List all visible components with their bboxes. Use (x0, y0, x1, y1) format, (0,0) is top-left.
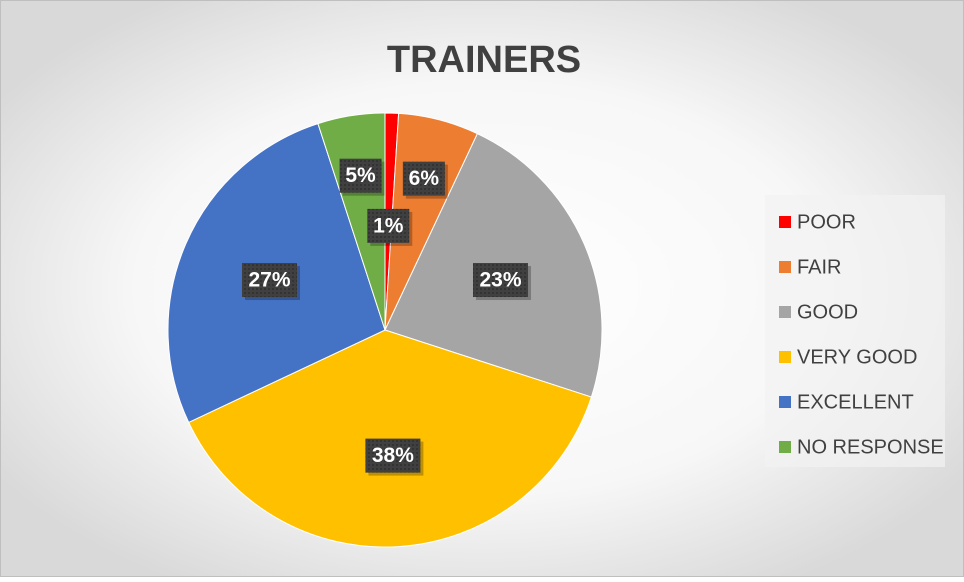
legend: POOR FAIR GOOD VERY GOOD EXCELLENT NO RESPONS… (779, 211, 944, 458)
legend-swatch (779, 216, 791, 228)
legend-label: FAIR (797, 256, 841, 278)
legend-label: POOR (797, 211, 856, 233)
data-label-box (473, 263, 529, 298)
data-label: 38% (372, 444, 414, 467)
legend-swatch (779, 261, 791, 273)
data-label-box (339, 158, 382, 193)
legend-swatch (779, 396, 791, 408)
legend-swatch (779, 441, 791, 453)
pie-slice (187, 329, 593, 548)
data-label: 5% (345, 164, 376, 187)
legend-box (765, 195, 945, 467)
data-labels: 1% 6% 23% 38% 27% 5% (241, 158, 532, 476)
legend-label: VERY GOOD (797, 346, 917, 368)
data-label: 27% (248, 269, 290, 292)
pie (167, 112, 603, 548)
data-label-box (367, 208, 410, 243)
chart-title: TRAINERS (387, 39, 581, 81)
legend-label: NO RESPONSE (797, 436, 944, 458)
legend-swatch (779, 306, 791, 318)
data-label-box (241, 263, 297, 298)
data-label-box (365, 438, 421, 473)
data-label-box (402, 161, 445, 196)
legend-label: GOOD (797, 301, 858, 323)
data-label: 6% (409, 167, 440, 190)
data-label: 1% (373, 214, 404, 237)
legend-label: EXCELLENT (797, 391, 914, 413)
data-label: 23% (479, 269, 521, 292)
legend-swatch (779, 351, 791, 363)
